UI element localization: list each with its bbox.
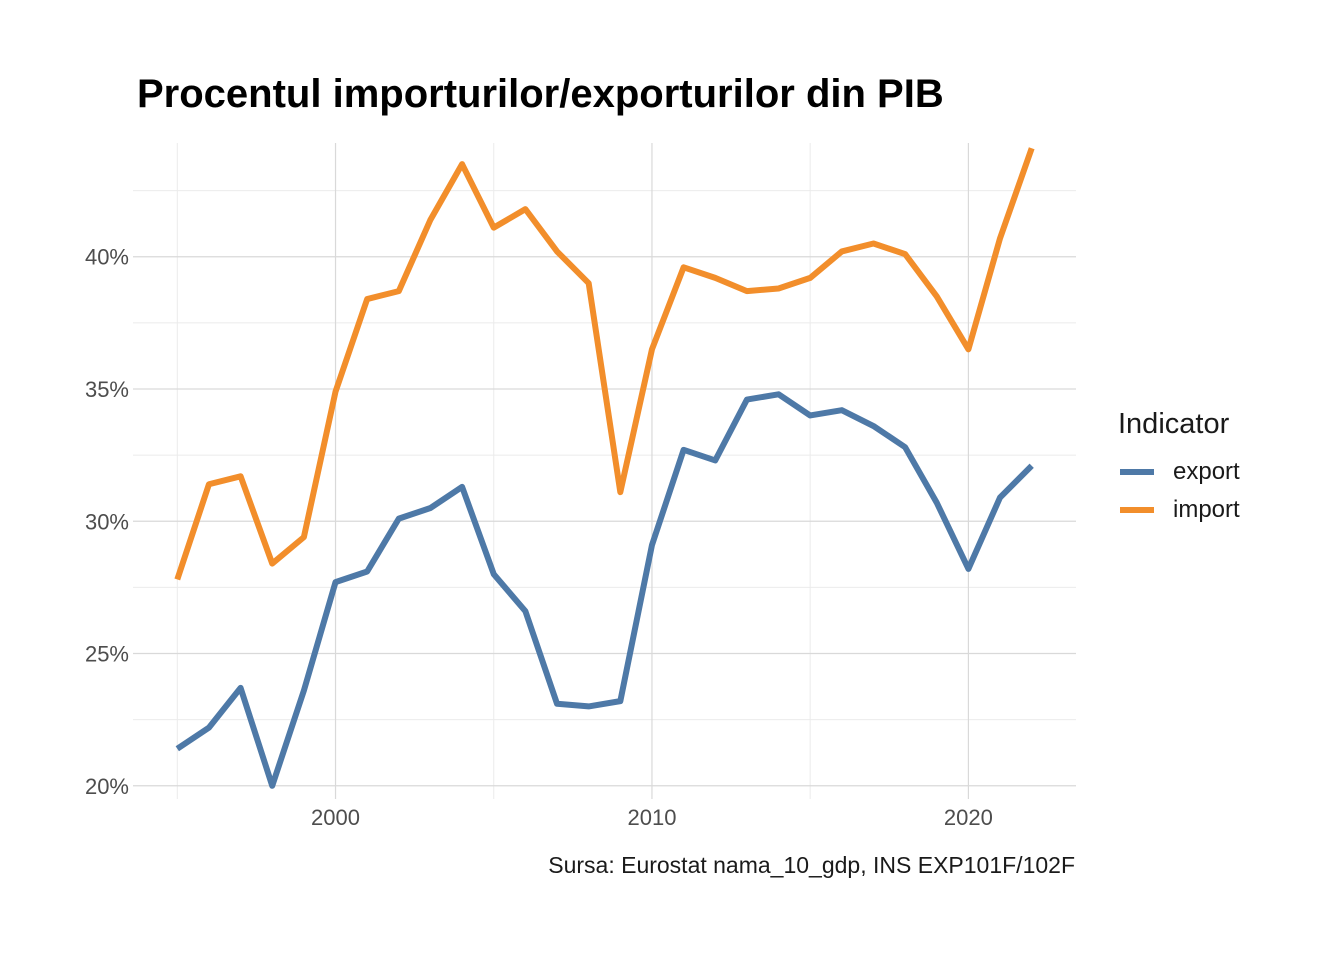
y-axis: 20% 25% 30% 35% 40%: [85, 245, 129, 799]
y-tick-label-35: 35%: [85, 377, 129, 402]
y-tick-label-20: 20%: [85, 774, 129, 799]
chart-caption: Sursa: Eurostat nama_10_gdp, INS EXP101F…: [548, 852, 1075, 878]
series-line-import: [174, 147, 1035, 581]
x-axis: 2000 2010 2020: [311, 805, 993, 830]
x-tick-label-2020: 2020: [944, 805, 993, 830]
x-tick-label-2000: 2000: [311, 805, 360, 830]
legend-label-import: import: [1173, 496, 1240, 523]
legend-item-export: export: [1118, 453, 1240, 491]
major-gridlines: [133, 143, 1076, 799]
x-tick-label-2010: 2010: [627, 805, 676, 830]
y-tick-label-25: 25%: [85, 642, 129, 667]
y-tick-label-40: 40%: [85, 245, 129, 270]
series-line-export: [175, 391, 1034, 789]
y-tick-label-30: 30%: [85, 509, 129, 534]
legend-label-export: export: [1173, 458, 1240, 485]
legend-title: Indicator: [1118, 408, 1230, 440]
legend-swatch-import: [1120, 507, 1154, 513]
legend-swatch-export: [1120, 469, 1154, 475]
legend-item-import: import: [1118, 491, 1240, 529]
series-lines: [174, 147, 1035, 789]
legend: Indicator export import: [1118, 408, 1240, 529]
chart-title: Procentul importurilor/exporturilor din …: [137, 72, 944, 116]
minor-gridlines: [133, 143, 1076, 799]
